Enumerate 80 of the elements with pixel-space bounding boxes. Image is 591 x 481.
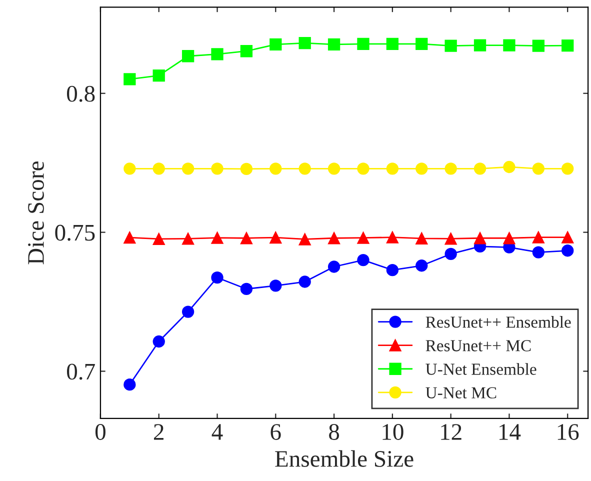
point (386, 162, 399, 175)
y-tick-label: 0.7 (66, 364, 95, 380)
point (532, 231, 544, 244)
y-axis-title: Dice Score (28, 162, 44, 264)
point (532, 246, 544, 258)
point (503, 160, 516, 174)
y-tick-label: 0.75 (55, 224, 95, 241)
point (328, 260, 340, 273)
point (474, 232, 486, 244)
point (503, 232, 516, 244)
point (357, 254, 370, 266)
point (562, 39, 574, 52)
point (444, 162, 457, 175)
legend-label: ResUnet++ MC (426, 340, 531, 352)
point (298, 233, 311, 246)
point (532, 162, 544, 175)
point (124, 232, 136, 244)
x-tick-label: 4 (212, 424, 223, 440)
x-tick-label: 2 (154, 424, 164, 440)
x-tick-label: 16 (558, 424, 579, 440)
point (386, 264, 399, 276)
x-tick-label: 12 (441, 424, 462, 440)
point (474, 162, 486, 175)
point (474, 39, 486, 52)
point (182, 50, 194, 62)
point (211, 232, 224, 244)
point (270, 232, 282, 244)
point (328, 232, 340, 244)
point (124, 162, 136, 175)
point (416, 38, 428, 50)
point (211, 272, 224, 284)
x-tick-label: 6 (270, 424, 281, 440)
point (124, 378, 136, 391)
point (357, 232, 370, 244)
x-tick-label: 10 (382, 424, 404, 440)
point (386, 231, 399, 244)
point (182, 162, 194, 175)
point (532, 40, 544, 52)
legend-label: U-Net Ensemble (426, 363, 536, 375)
point (298, 276, 311, 288)
point (444, 40, 457, 52)
legend-label: ResUnet++ Ensemble (426, 316, 571, 328)
point (416, 260, 428, 272)
point (503, 39, 516, 52)
point (152, 69, 165, 82)
point (328, 38, 340, 51)
point (182, 306, 194, 318)
x-axis-title: Ensemble Size (275, 450, 414, 467)
point (211, 162, 224, 175)
legend-label: U-Net MC (426, 387, 496, 398)
x-tick-label: 0 (95, 424, 106, 440)
point (152, 232, 165, 246)
point (357, 162, 370, 175)
point (416, 232, 428, 244)
point (240, 45, 253, 58)
point (444, 232, 457, 245)
x-tick-label: 14 (499, 424, 521, 440)
point (240, 162, 253, 176)
point (328, 162, 340, 175)
point (182, 232, 194, 245)
point (211, 48, 224, 60)
y-tick-label: 0.8 (66, 86, 95, 102)
point (270, 162, 282, 175)
point (152, 162, 165, 175)
point (240, 282, 253, 296)
point (124, 73, 136, 86)
point (416, 162, 428, 175)
point (444, 248, 457, 260)
point (562, 162, 574, 175)
point (240, 232, 253, 244)
point (152, 335, 165, 348)
point (298, 162, 311, 175)
x-tick-label: 8 (329, 424, 340, 440)
point (298, 36, 311, 50)
point (562, 231, 574, 244)
point (270, 38, 282, 51)
point (357, 38, 370, 50)
point (270, 280, 282, 292)
point (562, 244, 574, 257)
point (386, 38, 399, 50)
